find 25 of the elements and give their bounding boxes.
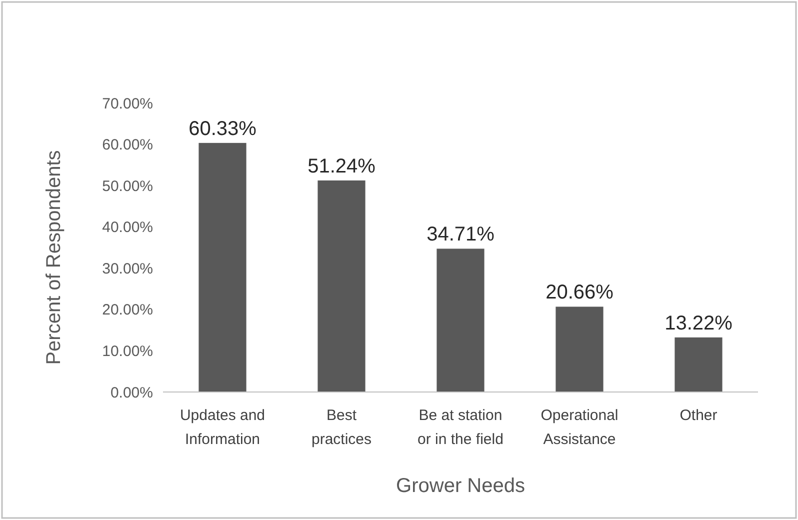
bar	[436, 248, 484, 392]
y-tick-label: 20.00%	[102, 302, 153, 319]
y-tick-label: 0.00%	[110, 384, 153, 402]
y-tick-label: 40.00%	[102, 219, 153, 236]
y-tick-label: 10.00%	[102, 342, 153, 360]
y-tick-label: 70.00%	[102, 95, 153, 112]
y-tick-label: 50.00%	[102, 178, 153, 195]
x-tick-label: Updates and Information	[180, 407, 266, 448]
x-tick-label: Operational Assistance	[540, 407, 618, 448]
bar	[556, 306, 604, 392]
y-tick-label: 60.00%	[102, 136, 153, 154]
y-axis-title: Percent of Respondents	[43, 150, 65, 365]
x-tick-label: Best practices	[311, 407, 372, 448]
data-label: 51.24%	[308, 155, 376, 178]
bar	[318, 180, 366, 392]
data-label: 13.22%	[664, 312, 733, 334]
x-axis-title: Grower Needs	[396, 475, 525, 497]
x-tick-label: Be at station or in the field	[418, 407, 504, 448]
bar	[674, 337, 722, 392]
bar	[198, 142, 246, 392]
data-label: 34.71%	[426, 224, 495, 246]
x-tick-label: Other	[680, 407, 718, 424]
data-label: 60.33%	[188, 118, 257, 140]
y-tick-label: 30.00%	[102, 260, 153, 278]
data-label: 20.66%	[546, 282, 614, 304]
